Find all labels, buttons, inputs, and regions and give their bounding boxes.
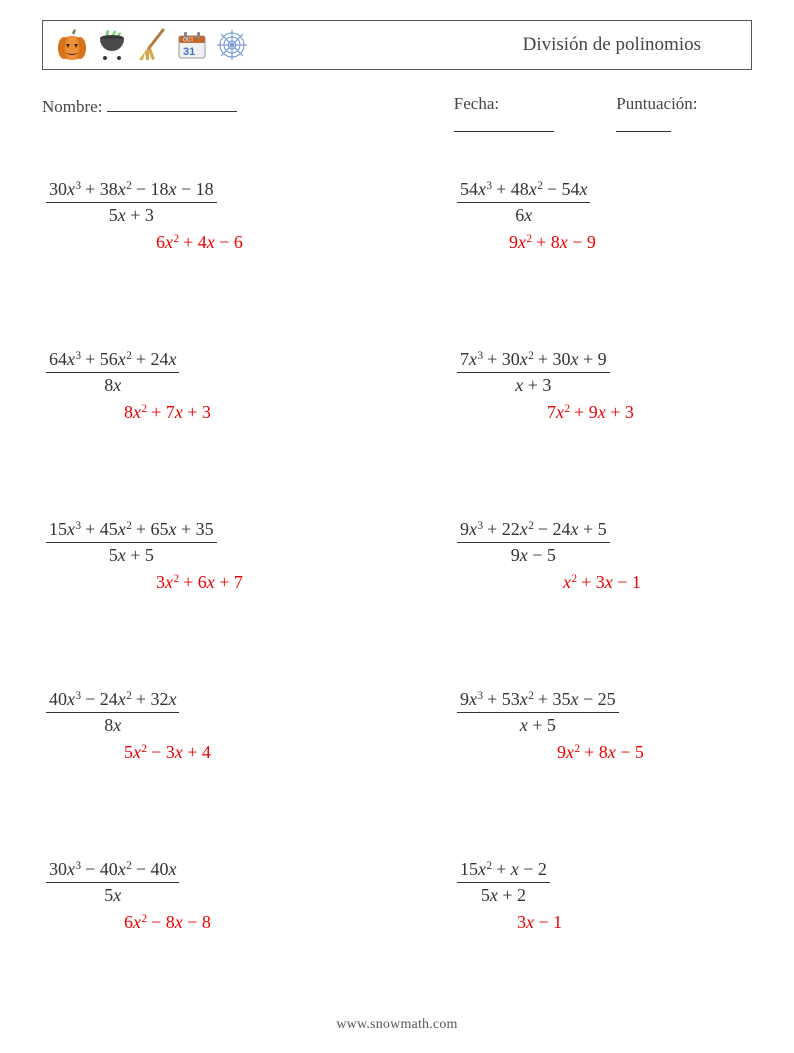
denominator: x + 3 (512, 373, 554, 396)
numerator: 15x2 + x − 2 (457, 859, 550, 882)
score-label: Puntuación: (616, 94, 697, 113)
numerator: 15x3 + 45x2 + 65x + 35 (46, 519, 217, 542)
problem-2: 54x3 + 48x2 − 54x6x 9x2 + 8x − 9 (399, 179, 752, 253)
numerator: 64x3 + 56x2 + 24x (46, 349, 179, 372)
problem-4: 7x3 + 30x2 + 30x + 9x + 3 7x2 + 9x + 3 (399, 349, 752, 423)
fraction: 40x3 − 24x2 + 32x8x (46, 689, 179, 736)
answer: 9x2 + 8x − 5 (457, 742, 644, 763)
fraction: 54x3 + 48x2 − 54x6x (457, 179, 590, 226)
problem-5: 15x3 + 45x2 + 65x + 355x + 5 3x2 + 6x + 7 (46, 519, 399, 593)
problem-6: 9x3 + 22x2 − 24x + 59x − 5 x2 + 3x − 1 (399, 519, 752, 593)
numerator: 9x3 + 53x2 + 35x − 25 (457, 689, 619, 712)
fraction: 15x2 + x − 25x + 2 (457, 859, 550, 906)
numerator: 9x3 + 22x2 − 24x + 5 (457, 519, 610, 542)
denominator: 8x (101, 713, 124, 736)
fraction: 30x3 − 40x2 − 40x5x (46, 859, 179, 906)
numerator: 7x3 + 30x2 + 30x + 9 (457, 349, 610, 372)
answer: 7x2 + 9x + 3 (457, 402, 634, 423)
numerator: 40x3 − 24x2 + 32x (46, 689, 179, 712)
answer: 5x2 − 3x + 4 (46, 742, 211, 763)
problem-8: 9x3 + 53x2 + 35x − 25x + 5 9x2 + 8x − 5 (399, 689, 752, 763)
name-label: Nombre: (42, 97, 102, 116)
page-title: División de polinomios (523, 34, 701, 56)
numerator: 30x3 − 40x2 − 40x (46, 859, 179, 882)
denominator: 5x (101, 883, 124, 906)
denominator: 5x + 5 (106, 543, 157, 566)
fraction: 30x3 + 38x2 − 18x − 185x + 3 (46, 179, 217, 226)
info-row: Nombre: Fecha: Puntuación: (42, 94, 752, 137)
answer: 6x2 − 8x − 8 (46, 912, 211, 933)
denominator: 6x (512, 203, 535, 226)
header-box: OCT 31 División de p (42, 20, 752, 70)
name-blank (107, 94, 237, 112)
problems-grid: 30x3 + 38x2 − 18x − 185x + 3 6x2 + 4x − 6… (42, 179, 752, 933)
answer: x2 + 3x − 1 (457, 572, 641, 593)
answer: 9x2 + 8x − 9 (457, 232, 596, 253)
calendar-icon: OCT 31 (173, 26, 211, 64)
pumpkin-icon (53, 26, 91, 64)
answer: 3x2 + 6x + 7 (46, 572, 243, 593)
date-blank (454, 114, 554, 132)
spiderweb-icon (213, 26, 251, 64)
denominator: 5x + 2 (478, 883, 529, 906)
denominator: x + 5 (517, 713, 559, 736)
score-blank (616, 114, 671, 132)
fraction: 9x3 + 53x2 + 35x − 25x + 5 (457, 689, 619, 736)
numerator: 30x3 + 38x2 − 18x − 18 (46, 179, 217, 202)
fraction: 9x3 + 22x2 − 24x + 59x − 5 (457, 519, 610, 566)
icon-row: OCT 31 (53, 26, 251, 64)
footer-text: www.snowmath.com (0, 1017, 794, 1033)
svg-text:31: 31 (183, 46, 195, 58)
date-label: Fecha: (454, 94, 499, 113)
problem-7: 40x3 − 24x2 + 32x8x 5x2 − 3x + 4 (46, 689, 399, 763)
svg-text:OCT: OCT (183, 38, 194, 44)
problem-1: 30x3 + 38x2 − 18x − 185x + 3 6x2 + 4x − 6 (46, 179, 399, 253)
denominator: 5x + 3 (106, 203, 157, 226)
fraction: 7x3 + 30x2 + 30x + 9x + 3 (457, 349, 610, 396)
answer: 8x2 + 7x + 3 (46, 402, 211, 423)
fraction: 64x3 + 56x2 + 24x8x (46, 349, 179, 396)
denominator: 9x − 5 (508, 543, 559, 566)
problem-3: 64x3 + 56x2 + 24x8x 8x2 + 7x + 3 (46, 349, 399, 423)
fraction: 15x3 + 45x2 + 65x + 355x + 5 (46, 519, 217, 566)
denominator: 8x (101, 373, 124, 396)
problem-10: 15x2 + x − 25x + 2 3x − 1 (399, 859, 752, 933)
broom-icon (133, 26, 171, 64)
cauldron-icon (93, 26, 131, 64)
answer: 3x − 1 (457, 912, 562, 933)
problem-9: 30x3 − 40x2 − 40x5x 6x2 − 8x − 8 (46, 859, 399, 933)
answer: 6x2 + 4x − 6 (46, 232, 243, 253)
numerator: 54x3 + 48x2 − 54x (457, 179, 590, 202)
